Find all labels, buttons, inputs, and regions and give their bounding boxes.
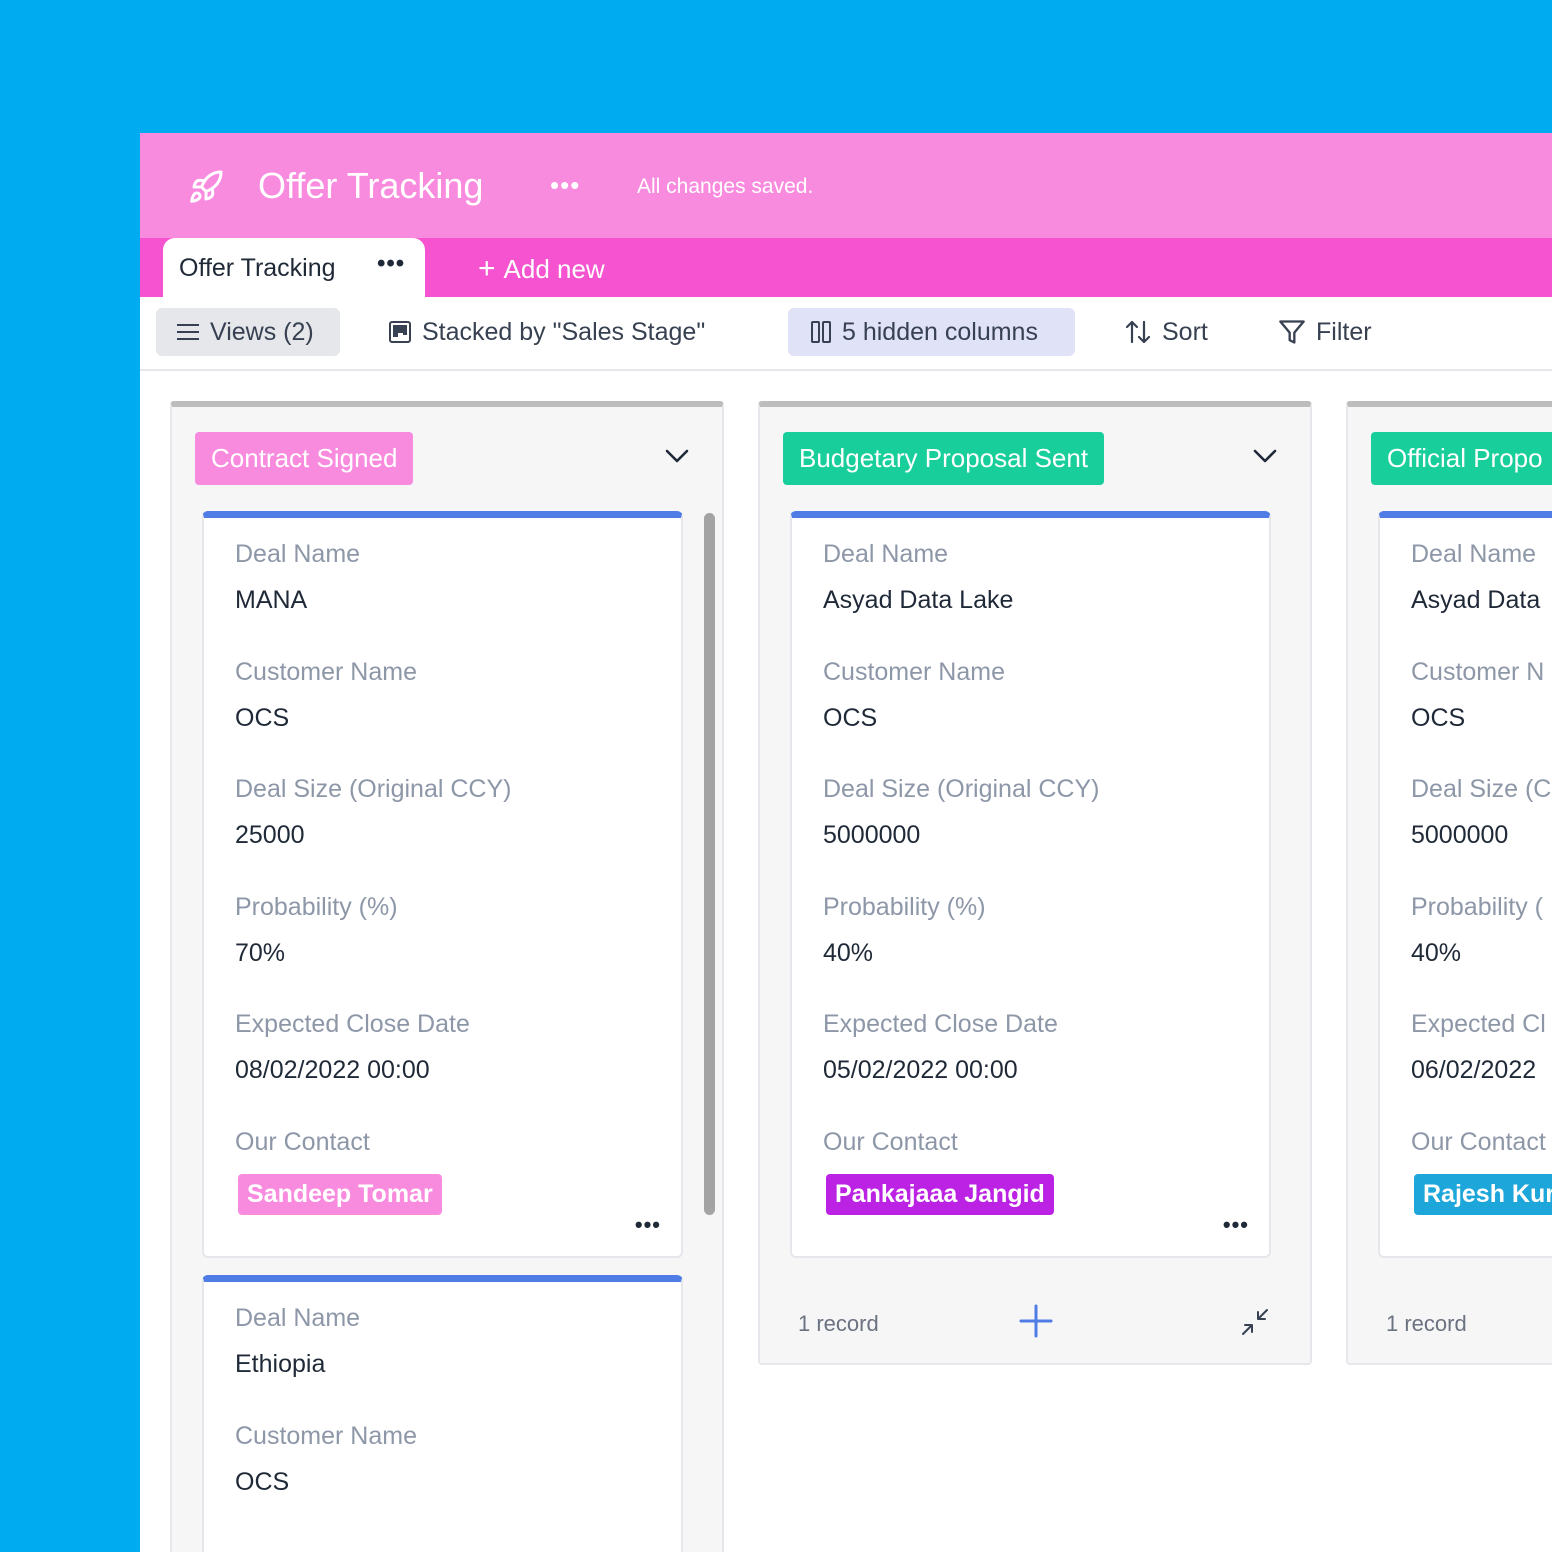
contact-pill[interactable]: Pankajaaa Jangid [826, 1174, 1054, 1215]
deal-name-value: MANA [235, 586, 308, 614]
sort-icon [1125, 320, 1151, 344]
probability-value: 40% [823, 939, 874, 967]
deal-card[interactable]: Deal Name Asyad Data Customer N OCS Deal… [1378, 511, 1552, 1258]
add-record-icon[interactable] [1018, 1303, 1054, 1339]
views-button[interactable]: Views (2) [156, 308, 340, 356]
our-contact-label: Our Contact [1411, 1128, 1546, 1156]
column-contract-signed: Contract Signed Deal Name MANA Customer … [170, 401, 724, 1552]
customer-name-label: Customer Name [235, 658, 417, 686]
rocket-icon [190, 170, 223, 203]
deal-card[interactable]: Deal Name MANA Customer Name OCS Deal Si… [202, 511, 683, 1258]
chevron-down-icon[interactable] [664, 447, 690, 465]
column-budgetary-proposal-sent: Budgetary Proposal Sent Deal Name Asyad … [758, 401, 1312, 1365]
views-label: Views (2) [210, 317, 314, 346]
tab-label: Offer Tracking [179, 254, 336, 282]
deal-name-value: Asyad Data Lake [823, 586, 1014, 614]
hidden-columns-button[interactable]: 5 hidden columns [788, 308, 1075, 356]
deal-size-value: 25000 [235, 821, 305, 849]
customer-name-label: Customer Name [823, 658, 1005, 686]
stage-label: Budgetary Proposal Sent [783, 432, 1105, 485]
title-bar: Offer Tracking ••• All changes saved. [140, 133, 1552, 238]
close-date-label: Expected Close Date [823, 1010, 1058, 1038]
stage-label: Official Propo [1371, 432, 1552, 485]
deal-name-label: Deal Name [235, 1304, 361, 1332]
customer-name-label: Customer Name [235, 1422, 417, 1450]
deal-name-value: Asyad Data [1411, 586, 1541, 614]
close-date-value: 06/02/2022 [1411, 1056, 1537, 1084]
card-more-icon[interactable]: ••• [1222, 1212, 1249, 1237]
sort-button[interactable]: Sort [1124, 308, 1208, 356]
kanban-board: Contract Signed Deal Name MANA Customer … [140, 371, 1552, 1552]
deal-card[interactable]: Deal Name Asyad Data Lake Customer Name … [790, 511, 1271, 1258]
deal-size-label: Deal Size (Original CCY) [823, 775, 1100, 803]
columns-icon [811, 321, 831, 343]
filter-button[interactable]: Filter [1278, 308, 1372, 356]
more-options-icon[interactable]: ••• [550, 170, 581, 200]
save-status: All changes saved. [637, 175, 814, 198]
card-more-icon[interactable]: ••• [634, 1212, 661, 1237]
column-scrollbar[interactable] [704, 513, 715, 1215]
add-new-button[interactable]: + Add new [478, 252, 605, 286]
hidden-columns-label: 5 hidden columns [842, 317, 1038, 346]
probability-label: Probability (%) [235, 893, 398, 921]
contact-pill[interactable]: Rajesh Kur [1414, 1174, 1552, 1215]
contact-pill[interactable]: Sandeep Tomar [238, 1174, 442, 1215]
deal-size-value: 5000000 [823, 821, 921, 849]
probability-label: Probability ( [1411, 893, 1543, 921]
record-count: 1 record [1386, 1311, 1467, 1336]
probability-label: Probability (%) [823, 893, 986, 921]
tab-offer-tracking[interactable]: Offer Tracking ••• [163, 238, 425, 297]
deal-name-label: Deal Name [823, 540, 949, 568]
menu-icon [177, 324, 199, 340]
probability-value: 40% [1411, 939, 1462, 967]
customer-name-value: OCS [235, 704, 290, 732]
stacked-by-button[interactable]: Stacked by "Sales Stage" [388, 308, 705, 356]
tab-more-icon[interactable]: ••• [377, 250, 406, 277]
close-date-value: 05/02/2022 00:00 [823, 1056, 1018, 1084]
deal-card[interactable]: Deal Name Ethiopia Customer Name OCS [202, 1275, 683, 1552]
stage-label: Contract Signed [195, 432, 414, 485]
chevron-down-icon[interactable] [1252, 447, 1278, 465]
tab-bar: Offer Tracking ••• + Add new [140, 238, 1552, 297]
toolbar: Views (2) Stacked by "Sales Stage" 5 hid… [140, 297, 1552, 371]
our-contact-label: Our Contact [823, 1128, 958, 1156]
close-date-label: Expected Cl [1411, 1010, 1546, 1038]
filter-label: Filter [1316, 317, 1372, 346]
plus-icon: + [478, 252, 496, 285]
close-date-label: Expected Close Date [235, 1010, 470, 1038]
app-title[interactable]: Offer Tracking [258, 165, 484, 206]
customer-name-value: OCS [1411, 704, 1466, 732]
deal-size-label: Deal Size (Original CCY) [235, 775, 512, 803]
deal-name-value: Ethiopia [235, 1350, 326, 1378]
stacked-by-label: Stacked by "Sales Stage" [422, 317, 706, 346]
column-official-proposal: Official Propo Deal Name Asyad Data Cust… [1346, 401, 1552, 1365]
record-count: 1 record [798, 1311, 879, 1336]
add-new-label: Add new [503, 254, 605, 284]
sort-label: Sort [1162, 317, 1208, 346]
customer-name-value: OCS [823, 704, 878, 732]
deal-size-value: 5000000 [1411, 821, 1509, 849]
deal-name-label: Deal Name [235, 540, 361, 568]
deal-size-label: Deal Size (C [1411, 775, 1552, 803]
close-date-value: 08/02/2022 00:00 [235, 1056, 430, 1084]
probability-value: 70% [235, 939, 286, 967]
our-contact-label: Our Contact [235, 1128, 370, 1156]
kanban-icon [389, 321, 411, 343]
app-window: Offer Tracking ••• All changes saved. Of… [140, 133, 1552, 1552]
customer-name-label: Customer N [1411, 658, 1545, 686]
filter-icon [1279, 320, 1305, 344]
deal-name-label: Deal Name [1411, 540, 1537, 568]
collapse-icon[interactable] [1240, 1307, 1270, 1337]
customer-name-value: OCS [235, 1468, 290, 1496]
